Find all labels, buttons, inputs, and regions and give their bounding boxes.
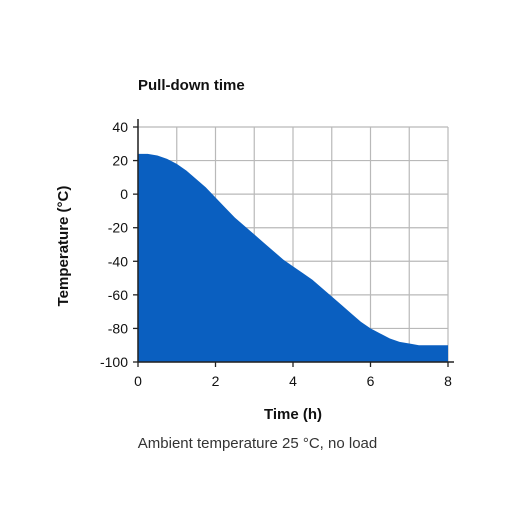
y-tick-label: -40 — [108, 253, 128, 269]
chart-caption: Ambient temperature 25 °C, no load — [137, 435, 378, 452]
y-tick-label: -80 — [108, 320, 128, 336]
x-tick-label: 0 — [134, 373, 142, 389]
chart-title: Pull-down time — [138, 77, 245, 94]
x-tick-label: 2 — [212, 373, 220, 389]
y-tick-label: 0 — [120, 186, 128, 202]
y-axis-label: Temperature (°C) — [55, 186, 72, 307]
y-tick-label: -20 — [108, 220, 128, 236]
x-tick-label: 4 — [289, 373, 297, 389]
y-tick-label: -100 — [100, 354, 128, 370]
x-axis-label: Time (h) — [264, 406, 322, 423]
y-tick-labels: 40 20 0 -20 -40 -60 -80 -100 — [100, 119, 128, 370]
y-tick-label: -60 — [108, 287, 128, 303]
y-tick-label: 20 — [112, 153, 128, 169]
y-tick-label: 40 — [112, 119, 128, 135]
x-tick-label: 8 — [444, 373, 452, 389]
x-tick-labels: 0 2 4 6 8 — [134, 373, 452, 389]
temperature-area — [138, 153, 448, 362]
axes — [133, 119, 454, 367]
x-tick-label: 6 — [367, 373, 375, 389]
